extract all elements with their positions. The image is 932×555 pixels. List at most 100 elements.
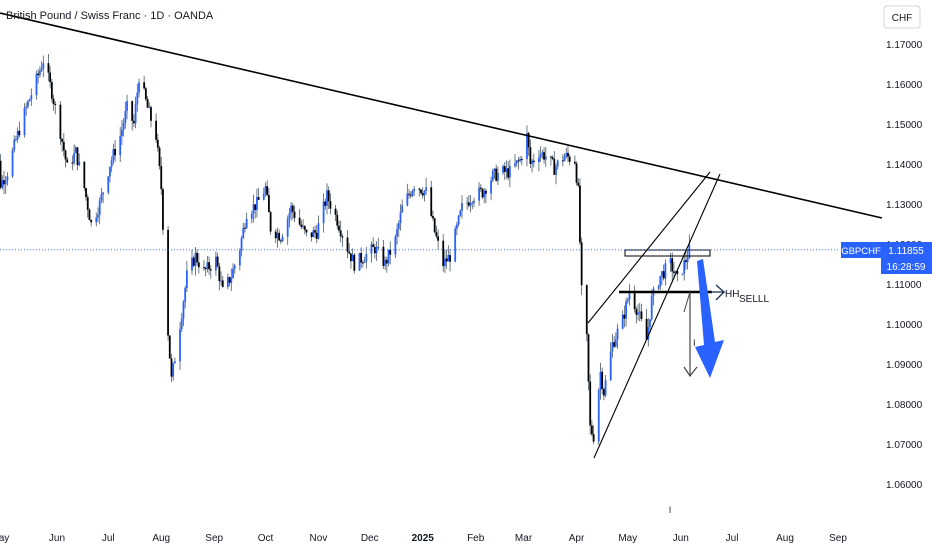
candle-body <box>326 190 328 206</box>
candle-body <box>226 276 229 287</box>
candle-body <box>230 278 233 283</box>
candle-body <box>527 133 530 148</box>
candle-body <box>18 130 21 136</box>
candle-body <box>184 288 187 303</box>
candle-body <box>532 160 535 163</box>
long-downtrend-line[interactable] <box>0 12 883 219</box>
candle-body <box>144 88 147 100</box>
wedge-upper-line[interactable] <box>587 171 711 324</box>
x-tick-label: Nov <box>310 533 328 544</box>
candle-body <box>377 246 380 248</box>
candle-body <box>11 150 14 177</box>
candle-body <box>95 217 98 223</box>
candle-body <box>493 168 496 171</box>
candle-body <box>90 220 93 223</box>
candle-body <box>240 238 243 251</box>
candle-body <box>425 187 428 191</box>
candle-body <box>267 195 270 213</box>
hh-label: HH <box>725 289 739 300</box>
candle-body <box>457 215 460 225</box>
candle-body <box>647 327 650 340</box>
candle-body <box>315 232 318 239</box>
candle-body <box>664 263 667 279</box>
candle-body <box>604 380 607 396</box>
x-tick-label: 2025 <box>412 533 435 544</box>
candle-body <box>150 107 152 121</box>
candle-body <box>626 299 629 302</box>
candle-body <box>683 260 686 274</box>
candle-body <box>134 104 137 124</box>
candle-body <box>396 229 398 237</box>
y-tick-label: 1.10000 <box>886 320 923 331</box>
candle-body <box>339 230 342 237</box>
time-axis[interactable]: ay Jun Jul Aug Sep Oct Nov Dec 2025 Feb Mar Apr May J… <box>0 533 847 544</box>
x-tick-label: Aug <box>776 533 794 544</box>
x-tick-label: Jun <box>673 533 689 544</box>
candle-body <box>167 229 169 336</box>
y-tick-label: 1.16000 <box>886 80 923 91</box>
wedge-lower-line[interactable] <box>593 173 721 459</box>
candle-body <box>38 70 41 76</box>
candle-body <box>611 342 614 352</box>
candle-body <box>384 259 387 266</box>
drawings-layer: HH SELLL I l <box>0 12 883 515</box>
candle-body <box>481 188 484 198</box>
candle-body <box>361 262 364 264</box>
x-tick-label: Oct <box>258 533 274 544</box>
candle-body <box>589 381 592 426</box>
candle-body <box>238 250 241 266</box>
candle-body <box>121 129 123 137</box>
candle-body <box>351 254 354 262</box>
candle-body <box>491 170 494 181</box>
projection-diagonal <box>683 291 691 313</box>
candle-body <box>686 258 689 263</box>
chart-title: British Pound / Swiss Franc · 1D · OANDA <box>6 10 214 22</box>
candle-body <box>478 187 481 201</box>
candle-body <box>303 226 306 230</box>
candle-body <box>170 358 173 377</box>
candle-body <box>13 139 16 151</box>
candle-body <box>191 257 193 271</box>
candle-body <box>517 160 520 162</box>
candle-body <box>286 218 289 237</box>
candle-body <box>266 186 269 196</box>
candle-body <box>174 361 176 364</box>
candle-body <box>358 253 361 271</box>
candle-body <box>98 200 101 215</box>
candle-body <box>274 231 277 239</box>
candle-body <box>138 82 140 93</box>
candle-body <box>350 253 352 262</box>
right-arrow-icon <box>710 284 726 301</box>
candle-body <box>85 188 87 198</box>
candle-body <box>132 120 135 124</box>
candle-body <box>288 213 291 219</box>
currency-button[interactable]: CHF <box>883 5 921 29</box>
candle-body <box>389 249 392 255</box>
candle-body <box>467 202 470 206</box>
candle-body <box>290 205 293 214</box>
candle-body <box>172 363 175 377</box>
candle-body <box>657 286 660 289</box>
candle-body <box>579 185 581 243</box>
candle-body <box>353 254 356 271</box>
y-tick-label: 1.06000 <box>886 480 923 491</box>
candle-body <box>567 152 569 157</box>
resistance-zone-box[interactable] <box>624 249 711 257</box>
candle-body <box>502 166 504 173</box>
candle-body <box>208 262 210 270</box>
x-tick-label: Apr <box>569 533 585 544</box>
candle-body <box>661 271 663 276</box>
candle-body <box>341 236 344 238</box>
candle-body <box>74 147 77 153</box>
candle-body <box>469 203 472 206</box>
x-tick-label: Sep <box>829 533 847 544</box>
candle-body <box>1 180 4 188</box>
candle-body <box>444 258 446 267</box>
candle-body <box>551 157 554 159</box>
candle-body <box>278 232 281 241</box>
candle-body <box>327 190 330 202</box>
candle-body <box>625 301 627 319</box>
